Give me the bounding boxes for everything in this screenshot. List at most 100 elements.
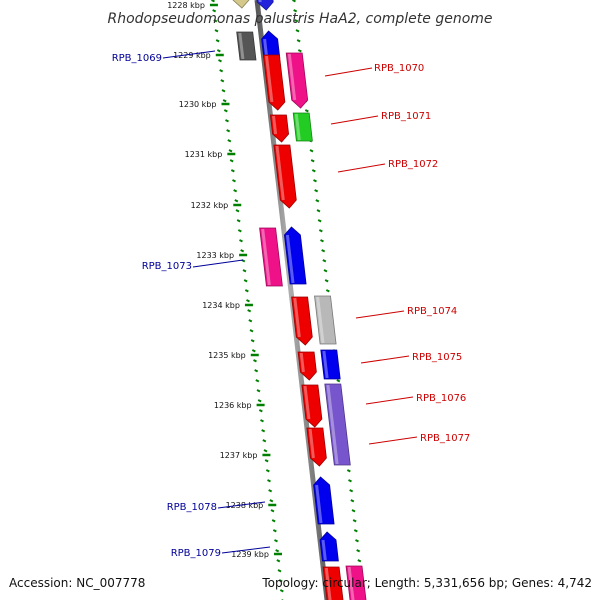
tick-mark	[223, 109, 228, 113]
tick-mark	[232, 179, 236, 183]
kbp-label: 1232 kbp	[191, 201, 229, 210]
tick-mark	[253, 359, 257, 363]
gene-arrow-highlight	[261, 228, 271, 286]
gene-label-leader	[355, 310, 405, 319]
gene-label-leader	[368, 436, 418, 445]
gene-arrow	[322, 566, 344, 600]
tick-mark	[323, 269, 328, 273]
tick-mark	[295, 29, 300, 33]
gene-arrow-highlight	[294, 113, 301, 141]
tick-mark	[315, 199, 320, 203]
tick-mark	[244, 289, 249, 293]
gene-arrow	[259, 227, 283, 287]
gene-arrow	[313, 476, 335, 525]
gene-arrow-highlight	[293, 297, 301, 338]
gene-label[interactable]: RPB_1079	[171, 548, 221, 559]
gene-label[interactable]: RPB_1078	[167, 502, 217, 513]
tick-mark	[218, 59, 222, 63]
kbp-label: 1228 kbp	[167, 1, 205, 10]
tick-mark	[350, 499, 355, 503]
kbp-label: 1237 kbp	[220, 451, 258, 460]
tick-mark	[313, 179, 317, 183]
tick-mark	[357, 559, 362, 563]
gene-label[interactable]: RPB_1075	[412, 352, 462, 363]
gene-arrow-highlight	[263, 38, 269, 58]
tick-mark	[311, 169, 316, 173]
tick-mark	[271, 519, 276, 523]
tick-mark	[278, 579, 283, 583]
map-title: Rhodopseudomonas palustris HaA2, complet…	[107, 11, 492, 27]
tick-mark	[239, 239, 243, 243]
accession-text: Accession: NC_007778	[9, 576, 145, 590]
gene-label-leader	[162, 50, 216, 59]
gene-label-leader	[365, 396, 414, 405]
gene-label[interactable]: RPB_1069	[112, 53, 162, 64]
tick-mark	[234, 199, 239, 203]
tick-mark	[254, 369, 259, 373]
tick-mark	[246, 299, 250, 303]
tick-marks	[209, 0, 365, 600]
tick-mark	[294, 19, 299, 23]
gene-label-leader	[337, 163, 386, 173]
tick-mark	[247, 309, 252, 313]
tick-mark	[293, 9, 298, 13]
kbp-label: 1229 kbp	[173, 51, 211, 60]
tick-mark	[276, 559, 281, 563]
tick-mark	[262, 439, 267, 443]
tick-mark	[318, 229, 323, 233]
tick-mark	[250, 339, 255, 343]
tick-mark	[215, 39, 220, 43]
tick-mark	[310, 159, 315, 163]
gene-label-leader	[324, 67, 373, 77]
gene-arrow	[273, 144, 297, 209]
gene-arrow-highlight	[272, 115, 278, 135]
genome-stats-text: Topology: circular; Length: 5,331,656 bp…	[261, 576, 592, 590]
tick-mark	[356, 549, 361, 553]
tick-mark	[235, 209, 240, 213]
gene-label[interactable]: RPB_1074	[407, 306, 457, 317]
gene-arrow	[236, 31, 257, 61]
kbp-label: 1233 kbp	[196, 251, 234, 260]
tick-mark	[274, 539, 278, 543]
gene-arrow	[345, 565, 367, 600]
tick-mark	[320, 239, 324, 243]
gene-label[interactable]: RPB_1072	[388, 159, 438, 170]
gene-arrow	[320, 349, 341, 380]
tick-mark	[240, 249, 245, 253]
gene-arrow-highlight	[321, 539, 327, 561]
tick-mark	[220, 79, 225, 83]
tick-mark	[304, 109, 309, 113]
gene-label-leader	[192, 259, 244, 268]
gene-label-leader	[330, 115, 379, 125]
gene-arrow-highlight	[287, 53, 297, 101]
tick-mark	[270, 509, 275, 513]
tick-mark	[221, 89, 226, 93]
tick-mark	[228, 149, 233, 153]
gene-arrow	[301, 384, 323, 428]
gene-label[interactable]: RPB_1076	[416, 393, 466, 404]
gene-arrow	[292, 112, 313, 142]
gene-arrow-highlight	[324, 567, 332, 600]
tick-mark	[316, 209, 321, 213]
tick-mark	[255, 379, 260, 383]
gene-label[interactable]: RPB_1077	[420, 433, 470, 444]
tick-mark	[214, 29, 219, 33]
tick-mark	[265, 469, 270, 473]
gene-label[interactable]: RPB_1071	[381, 111, 431, 122]
gene-label[interactable]: RPB_1070	[374, 63, 424, 74]
gene-arrow	[285, 52, 309, 109]
tick-mark	[353, 529, 358, 533]
tick-mark	[260, 419, 264, 423]
gene-label[interactable]: RPB_1073	[142, 261, 192, 272]
tick-mark	[317, 219, 322, 223]
gene-arrow-highlight	[299, 352, 305, 373]
gene-arrow-highlight	[303, 385, 311, 420]
tick-mark	[227, 139, 232, 143]
tick-mark	[243, 279, 248, 283]
tick-mark	[267, 479, 271, 483]
tick-mark	[236, 219, 241, 223]
gene-features	[232, 0, 367, 600]
tick-mark	[314, 189, 319, 193]
tick-mark	[336, 379, 341, 383]
